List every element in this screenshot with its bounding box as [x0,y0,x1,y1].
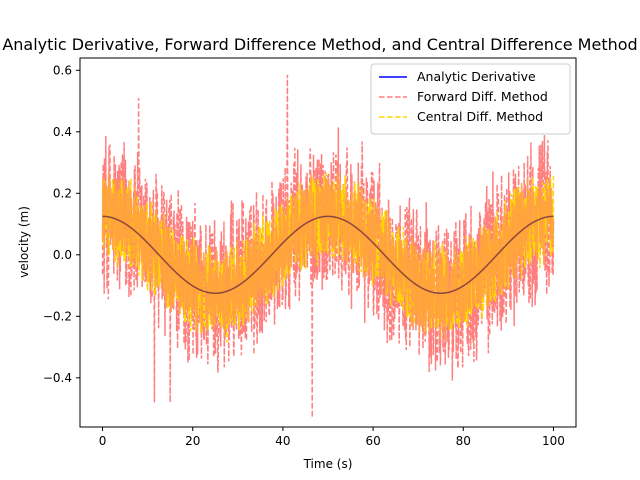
chart-title: Analytic Derivative, Forward Difference … [2,35,637,54]
y-axis-ticks: −0.4 −0.2 0.0 0.2 0.4 0.6 [43,63,80,385]
legend: Analytic Derivative Forward Diff. Method C… [370,63,571,135]
series-forward-diff-line [101,74,555,418]
x-tick-label: 100 [542,434,565,448]
x-tick-label: 40 [275,434,290,448]
series-analytic-core [102,216,554,294]
series-overlap-band [101,171,555,341]
y-axis-label: velocity (m) [17,206,31,278]
legend-box [370,63,571,135]
y-tick-label: 0.2 [53,186,72,200]
x-tick-label: 20 [185,434,200,448]
y-tick-label: −0.4 [43,371,72,385]
x-axis-ticks: 0 20 40 60 80 100 [99,427,565,448]
legend-label: Central Diff. Method [417,109,543,124]
y-tick-label: 0.0 [53,248,72,262]
x-axis-label: Time (s) [303,457,353,471]
x-tick-label: 60 [365,434,380,448]
series-analytic-line [102,215,554,295]
y-tick-label: 0.6 [53,63,72,77]
x-tick-label: 80 [456,434,471,448]
y-tick-label: −0.2 [43,309,72,323]
y-tick-label: 0.4 [53,125,72,139]
plot-frame [79,57,577,428]
plot-area [101,74,555,418]
legend-label: Analytic Derivative [417,69,536,84]
legend-label: Forward Diff. Method [417,89,548,104]
x-tick-label: 0 [99,434,107,448]
